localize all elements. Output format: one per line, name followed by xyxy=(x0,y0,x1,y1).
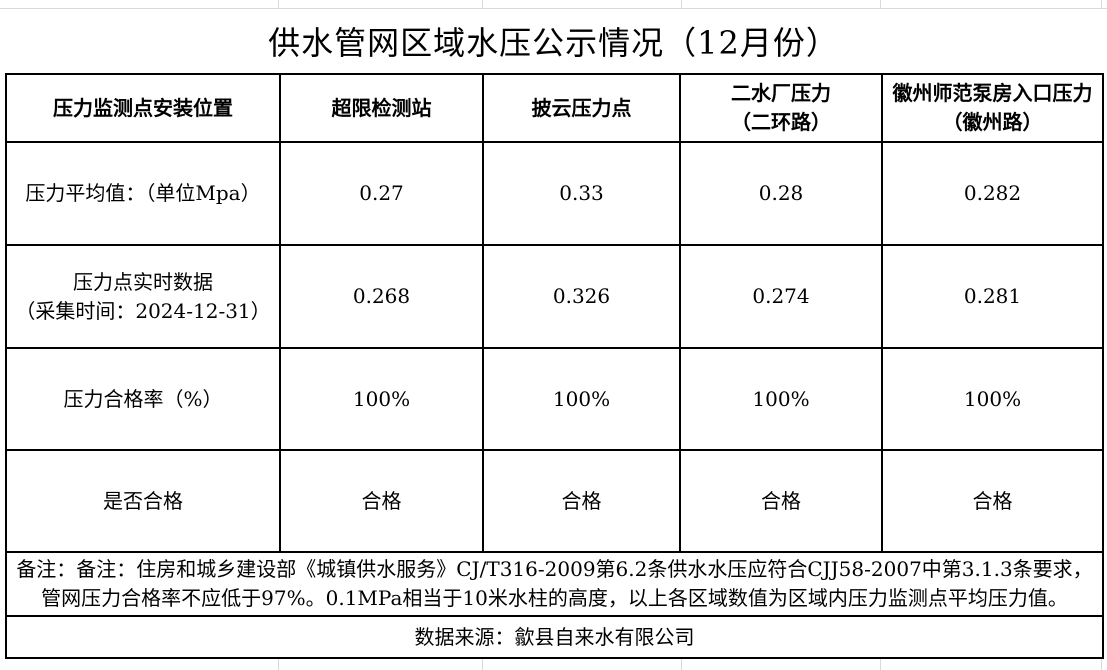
column-header-station2: 披云压力点 xyxy=(482,73,681,143)
cell-value: 100% xyxy=(881,347,1104,451)
water-pressure-table: 压力监测点安装位置 超限检测站 披云压力点 二水厂压力 （二环路） 徽州师范泵房… xyxy=(5,73,1104,659)
row-label: 压力点实时数据 （采集时间：2024-12-31） xyxy=(5,244,281,349)
table-row-realtime-data: 压力点实时数据 （采集时间：2024-12-31） 0.268 0.326 0.… xyxy=(5,244,1104,349)
cell-value: 100% xyxy=(679,347,883,451)
table-row-pass-rate: 压力合格率（%） 100% 100% 100% 100% xyxy=(5,347,1104,451)
column-header-location: 压力监测点安装位置 xyxy=(5,73,281,143)
cell-value: 合格 xyxy=(482,449,681,553)
gridline xyxy=(681,658,682,670)
cell-value: 合格 xyxy=(279,449,484,553)
cell-value: 0.274 xyxy=(679,244,883,349)
page-title: 供水管网区域水压公示情况（12月份） xyxy=(268,23,839,62)
cell-value: 0.268 xyxy=(279,244,484,349)
table-header-row: 压力监测点安装位置 超限检测站 披云压力点 二水厂压力 （二环路） 徽州师范泵房… xyxy=(5,73,1104,143)
table-row-note: 备注：备注：住房和城乡建设部《城镇供水服务》CJ/T316-2009第6.2条供… xyxy=(5,551,1104,617)
gridline xyxy=(880,658,881,670)
row-label: 压力平均值：（单位Mpa） xyxy=(5,141,281,246)
note-text: 备注：备注：住房和城乡建设部《城镇供水服务》CJ/T316-2009第6.2条供… xyxy=(5,551,1104,617)
table-row-qualified: 是否合格 合格 合格 合格 合格 xyxy=(5,449,1104,553)
cell-value: 0.282 xyxy=(881,141,1104,246)
cell-value: 0.326 xyxy=(482,244,681,349)
gridline xyxy=(880,0,881,8)
row-label: 是否合格 xyxy=(5,449,281,553)
gridline xyxy=(1101,658,1102,670)
cell-value: 0.33 xyxy=(482,141,681,246)
cell-value: 0.281 xyxy=(881,244,1104,349)
gridline xyxy=(1101,0,1102,8)
cell-value: 0.27 xyxy=(279,141,484,246)
data-source-text: 数据来源：歙县自来水有限公司 xyxy=(5,615,1104,659)
column-header-station3: 二水厂压力 （二环路） xyxy=(679,73,883,143)
cell-value: 0.28 xyxy=(679,141,883,246)
gridline xyxy=(681,0,682,8)
gridline-horizontal-top xyxy=(0,8,1107,9)
table-row-source: 数据来源：歙县自来水有限公司 xyxy=(5,615,1104,659)
cell-value: 合格 xyxy=(679,449,883,553)
gridline xyxy=(482,0,483,8)
cell-value: 合格 xyxy=(881,449,1104,553)
cell-value: 100% xyxy=(279,347,484,451)
cell-value: 100% xyxy=(482,347,681,451)
table-row-average-pressure: 压力平均值：（单位Mpa） 0.27 0.33 0.28 0.282 xyxy=(5,141,1104,246)
column-header-station4: 徽州师范泵房入口压力 （徽州路） xyxy=(881,73,1104,143)
gridline xyxy=(278,0,279,8)
gridline xyxy=(278,658,279,670)
column-header-station1: 超限检测站 xyxy=(279,73,484,143)
gridline xyxy=(482,658,483,670)
row-label: 压力合格率（%） xyxy=(5,347,281,451)
